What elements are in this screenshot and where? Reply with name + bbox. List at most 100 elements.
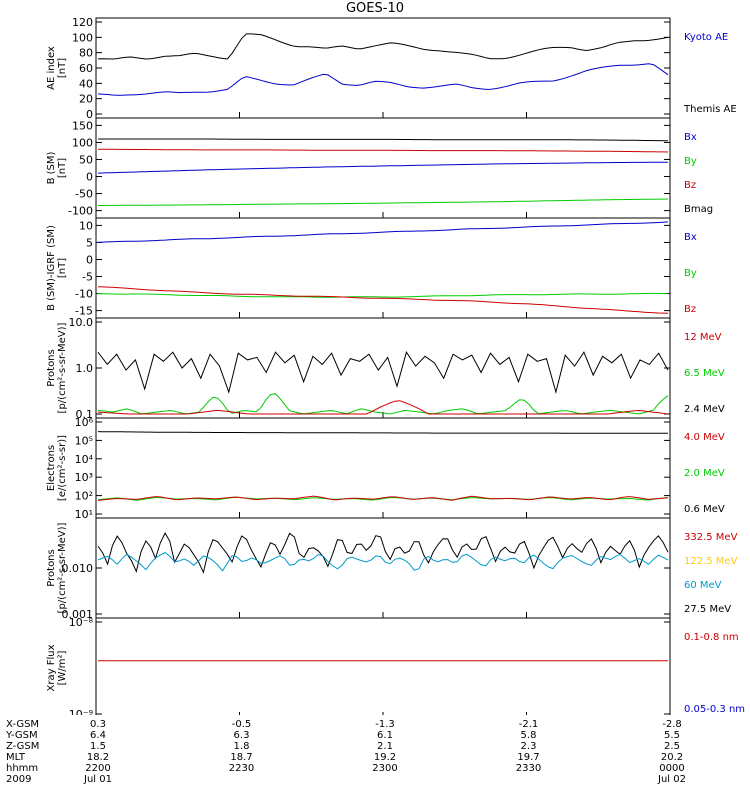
legend-entry: 2.0 MeV xyxy=(684,468,725,479)
footer-cell: 2.5 xyxy=(664,741,680,752)
footer-row: Y-GSM 6.4 6.3 6.1 5.8 5.5 xyxy=(0,730,750,741)
legend-entry: 27.5 MeV xyxy=(684,604,731,615)
panel-frame xyxy=(95,17,671,119)
y-tick-label: 0.010 xyxy=(62,562,94,575)
footer-cell: 19.2 xyxy=(373,752,397,763)
series-line-ae-1 xyxy=(97,63,669,96)
legend-entry: 4.0 MeV xyxy=(684,432,725,443)
series-line-bsm-1 xyxy=(98,148,669,153)
chart-title: GOES-10 xyxy=(345,1,404,16)
y-axis-label: AE index[nT] xyxy=(46,46,68,90)
legend-entry: Bmag xyxy=(684,204,713,215)
footer-row-label: MLT xyxy=(6,752,25,763)
y-axis-label-line: Electrons xyxy=(46,445,57,491)
footer-cell: 6.1 xyxy=(377,730,393,741)
y-tick-label: 100 xyxy=(72,31,93,44)
panel-frame xyxy=(95,617,671,715)
footer-row: 2009 Jul 01 Jul 02 xyxy=(0,774,750,785)
footer-row: Z-GSM 1.5 1.8 2.1 2.3 2.5 xyxy=(0,741,750,752)
footer-cell: 2200 xyxy=(85,763,111,774)
series-line-protons1-1 xyxy=(97,393,669,415)
y-axis-label-line: Protons xyxy=(46,549,57,586)
panel-electrons: 10¹ 10² 10³ 10⁴ 10⁵ 10⁶ Electrons[e/(cm²-s-sr)… xyxy=(46,416,725,521)
y-tick-label: -15 xyxy=(75,305,93,318)
y-tick-label: 5 xyxy=(86,236,93,249)
footer-cell: 18.2 xyxy=(86,752,110,763)
y-tick-label: 10⁻⁸ xyxy=(69,616,94,629)
legend-entry: Bx xyxy=(684,132,697,143)
y-axis-label: Protons[p/(cm²-s-sr-MeV)] xyxy=(46,322,68,413)
footer-row: hhmm 2200 2230 2300 2330 0000 xyxy=(0,763,750,774)
y-tick-label: 10⁴ xyxy=(75,453,94,466)
series-line-electrons-2 xyxy=(97,495,669,501)
legend-entry: 332.5 MeV xyxy=(684,532,738,543)
legend-entry: By xyxy=(684,156,697,167)
footer-cell: -0.5 xyxy=(231,719,252,730)
y-tick-label: 1.0 xyxy=(76,362,94,375)
footer-cell: 1.8 xyxy=(233,741,250,752)
footer-cell: -2.8 xyxy=(662,719,682,730)
footer-cell: 18.7 xyxy=(230,752,253,763)
y-axis-label-line: Xray Flux xyxy=(46,644,57,691)
footer-row: MLT 18.2 18.7 19.2 19.7 20.2 xyxy=(0,752,750,763)
legend-entry: 122.5 MeV xyxy=(684,556,738,567)
footer-cell: 2300 xyxy=(372,763,398,774)
series-line-protons2-0 xyxy=(97,532,669,574)
y-tick-label: 40 xyxy=(79,77,93,90)
footer-row-label: hhmm xyxy=(6,763,39,774)
footer-cell: 2.3 xyxy=(520,741,537,752)
y-axis-label-line: B (SM) xyxy=(46,151,57,184)
panel-ae: 0 20 40 60 80 100 120 AE index[nT] Kyoto AE Themi… xyxy=(46,16,737,121)
legend-entry: 12 MeV xyxy=(684,332,722,343)
panel-frame xyxy=(95,517,671,619)
y-axis-label-line: [nT] xyxy=(57,258,68,278)
y-axis-label-line: [e/(cm²-s-sr)] xyxy=(57,435,68,501)
y-tick-label: -100 xyxy=(68,205,93,218)
footer-cell: 0000 xyxy=(659,763,685,774)
y-tick-label: 10 xyxy=(79,219,93,232)
footer-cell: 5.8 xyxy=(520,730,537,741)
y-tick-label: 80 xyxy=(79,47,93,60)
y-tick-label: 0 xyxy=(86,253,93,266)
y-axis-label: Electrons[e/(cm²-s-sr)] xyxy=(46,435,68,501)
y-axis-label: Protons[p/(cm²-s-sr-MeV)] xyxy=(46,522,68,613)
y-tick-label: 10⁶ xyxy=(75,416,94,429)
panel-bsm: -100 -50 0 50 100 150 B (SM)[nT] Bx By Bz Bmag xyxy=(46,117,713,219)
y-tick-label: 10¹ xyxy=(75,508,93,521)
y-axis-label: Xray Flux[W/m²] xyxy=(46,644,68,691)
y-tick-label: 0 xyxy=(86,171,93,184)
footer-cell: 5.5 xyxy=(664,730,680,741)
panel-frame xyxy=(95,217,671,319)
y-tick-label: 0.1 xyxy=(76,408,94,421)
legend-entry: 0.05-0.3 nm xyxy=(684,704,745,715)
y-tick-label: 150 xyxy=(72,119,93,132)
y-axis-label-line: [nT] xyxy=(57,58,68,78)
footer-cell: 20.2 xyxy=(660,752,684,763)
legend-entry: By xyxy=(684,268,697,279)
y-axis-label: B (SM)-IGRF (SM)[nT] xyxy=(46,225,68,311)
y-axis-label-line: [W/m²] xyxy=(57,650,68,685)
y-tick-label: 100 xyxy=(72,136,93,149)
series-line-bsm-0 xyxy=(98,138,668,142)
legend-entry: Bx xyxy=(684,232,697,243)
y-tick-label: 20 xyxy=(79,93,93,106)
y-tick-label: 0 xyxy=(86,108,93,121)
y-tick-label: -10 xyxy=(75,288,93,301)
legend-entry: Bz xyxy=(684,304,696,315)
y-axis-label-line: AE index xyxy=(46,46,57,90)
footer-row-label: Z-GSM xyxy=(6,741,40,752)
y-tick-label: -50 xyxy=(75,188,93,201)
legend-entry: 0.1-0.8 nm xyxy=(684,632,739,643)
orbit-footer: X-GSM 0.3 -0.5 -1.3 -2.1 -2.8 Y-GSM 6.4 6.3 6.1 5.… xyxy=(0,715,750,795)
series-line-bsmigrf-2 xyxy=(97,286,669,314)
footer-row-label: 2009 xyxy=(6,774,32,785)
footer-cell: -1.3 xyxy=(375,719,395,730)
footer-cell: Jul 01 xyxy=(84,774,112,785)
series-line-electrons-0 xyxy=(97,431,668,434)
series-line-protons2-1 xyxy=(97,551,669,572)
footer-cell: 2230 xyxy=(228,763,255,774)
legend-entry: 6.5 MeV xyxy=(684,368,725,379)
